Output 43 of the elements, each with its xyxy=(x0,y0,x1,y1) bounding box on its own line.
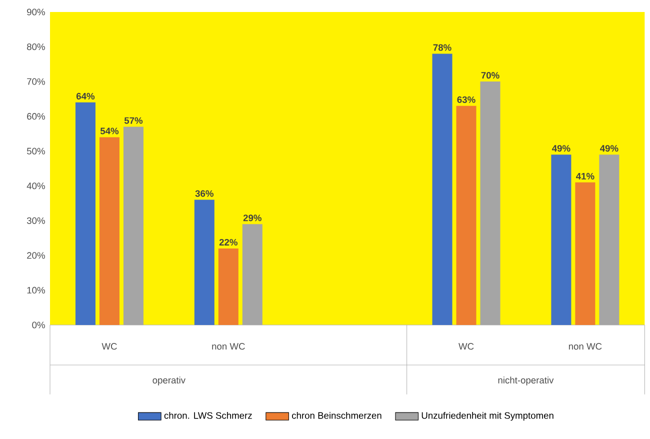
y-tick-label: 70% xyxy=(27,78,45,85)
bar xyxy=(242,224,262,325)
bar xyxy=(551,154,572,325)
legend-label: Unzufriedenheit mit Symptomen xyxy=(422,412,554,421)
y-tick-label: 20% xyxy=(27,252,45,259)
bar xyxy=(218,248,238,325)
bar xyxy=(480,82,500,325)
x-tick-label: WC xyxy=(102,343,117,350)
y-tick-label: 40% xyxy=(26,182,45,190)
data-label: 36% xyxy=(195,190,214,197)
bar xyxy=(599,154,620,325)
x-tick-label: non WC xyxy=(568,343,602,350)
y-tick-label: 60% xyxy=(27,113,45,120)
text: nicht-operativ xyxy=(498,376,554,386)
data-label: 78% xyxy=(433,44,452,51)
legend-label: chron Beinschmerzen xyxy=(292,412,382,419)
bar xyxy=(123,126,144,325)
x-tick-label: WC xyxy=(458,343,474,350)
y-tick-label: 50% xyxy=(26,148,45,154)
bar xyxy=(75,102,96,325)
bar xyxy=(432,54,452,325)
bar xyxy=(194,200,214,325)
x-tick-label: non WC xyxy=(212,343,245,350)
y-tick-label: 80% xyxy=(27,44,45,50)
data-label: 70% xyxy=(481,72,500,79)
y-tick-label: 0% xyxy=(32,322,45,328)
legend-label: chron. LWS Schmerz xyxy=(164,412,252,419)
data-label: 64% xyxy=(76,92,95,100)
data-label: 54% xyxy=(100,128,119,134)
bar xyxy=(456,106,476,325)
text: operativ xyxy=(152,376,186,386)
data-label: 22% xyxy=(219,238,238,246)
y-tick-label: 10% xyxy=(27,286,45,294)
data-label: 49% xyxy=(552,145,570,152)
bar xyxy=(575,182,596,325)
bar xyxy=(99,137,120,325)
y-tick-label: 90% xyxy=(27,8,45,16)
data-label: 49% xyxy=(600,145,618,152)
y-tick-label: 30% xyxy=(26,217,45,224)
data-label: 57% xyxy=(124,117,143,124)
data-label: 63% xyxy=(457,96,476,103)
data-label: 41% xyxy=(576,172,594,180)
data-label: 29% xyxy=(243,214,262,222)
